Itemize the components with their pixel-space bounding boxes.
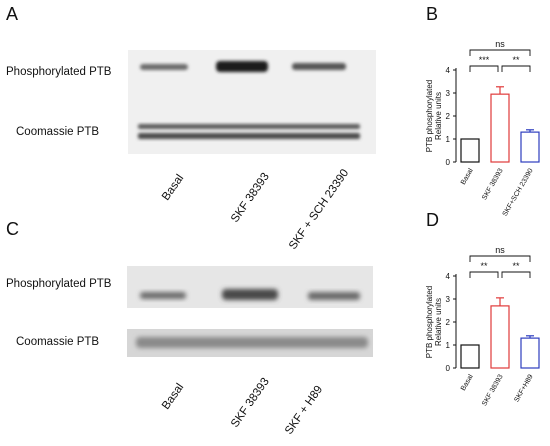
y-tick-label: 1 bbox=[446, 135, 451, 144]
y-tick-label: 0 bbox=[446, 158, 451, 167]
row-label-coomassie-a: Coomassie PTB bbox=[16, 126, 100, 138]
y-axis-label: PTB phosphorylatedRelative units bbox=[425, 286, 443, 359]
significance-label-0: ns bbox=[495, 39, 505, 49]
panel-letter-c: C bbox=[6, 219, 19, 239]
significance-label-0: ns bbox=[495, 245, 505, 255]
band-c-phospho-skf bbox=[222, 289, 278, 300]
significance-label-1: *** bbox=[479, 55, 490, 65]
panel-letter-d: D bbox=[426, 210, 439, 230]
bar-1 bbox=[490, 93, 510, 163]
row-label-phosphorylated-c: Phosphorylated PTB bbox=[6, 278, 112, 290]
significance-bracket-0 bbox=[469, 255, 531, 262]
category-label-2: SKF+SCH 23390 bbox=[502, 167, 535, 217]
significance-label-2: ** bbox=[512, 55, 520, 65]
category-label-0: Basal bbox=[460, 167, 475, 186]
band-a-phospho-basal bbox=[140, 64, 188, 70]
bar-0 bbox=[460, 138, 480, 163]
bar-1 bbox=[490, 305, 510, 369]
band-c-phospho-h89 bbox=[308, 292, 360, 300]
significance-bracket-2 bbox=[501, 65, 531, 72]
category-label-0: Basal bbox=[460, 373, 475, 392]
blot-c bbox=[127, 266, 373, 357]
y-tick-label: 3 bbox=[446, 295, 451, 304]
bar-2 bbox=[520, 337, 540, 369]
row-label-coomassie-c: Coomassie PTB bbox=[16, 336, 100, 348]
significance-label-2: ** bbox=[512, 261, 520, 271]
band-c-coomassie bbox=[136, 337, 368, 348]
band-a-phospho-sch bbox=[292, 63, 346, 70]
band-a-phospho-skf bbox=[216, 61, 268, 72]
y-tick-label: 0 bbox=[446, 364, 451, 373]
y-tick-label: 2 bbox=[446, 112, 451, 121]
row-label-phosphorylated-a: Phosphorylated PTB bbox=[6, 66, 112, 78]
significance-bracket-1 bbox=[469, 271, 499, 278]
category-label-1: SKF 38393 bbox=[481, 167, 505, 201]
y-tick-label: 1 bbox=[446, 341, 451, 350]
y-tick-label: 2 bbox=[446, 318, 451, 327]
significance-label-1: ** bbox=[480, 261, 488, 271]
significance-bracket-1 bbox=[469, 65, 499, 72]
y-tick-label: 4 bbox=[446, 272, 451, 281]
panel-letter-b: B bbox=[426, 4, 439, 24]
significance-bracket-2 bbox=[501, 271, 531, 278]
y-axis-label: PTB phosphorylatedRelative units bbox=[425, 80, 443, 153]
y-tick-label: 3 bbox=[446, 89, 451, 98]
band-a-coomassie-bottom bbox=[138, 133, 360, 139]
panel-letter-a: A bbox=[6, 4, 19, 24]
significance-bracket-0 bbox=[469, 49, 531, 56]
band-a-coomassie-top bbox=[138, 124, 360, 129]
blot-a bbox=[128, 50, 376, 154]
blot-images bbox=[127, 50, 376, 357]
category-label-1: SKF 38393 bbox=[481, 373, 505, 407]
category-label-2: SKF+H89 bbox=[513, 373, 534, 403]
band-c-phospho-basal bbox=[140, 292, 186, 299]
bar-0 bbox=[460, 344, 480, 369]
bar-2 bbox=[520, 131, 540, 163]
y-tick-label: 4 bbox=[446, 66, 451, 75]
